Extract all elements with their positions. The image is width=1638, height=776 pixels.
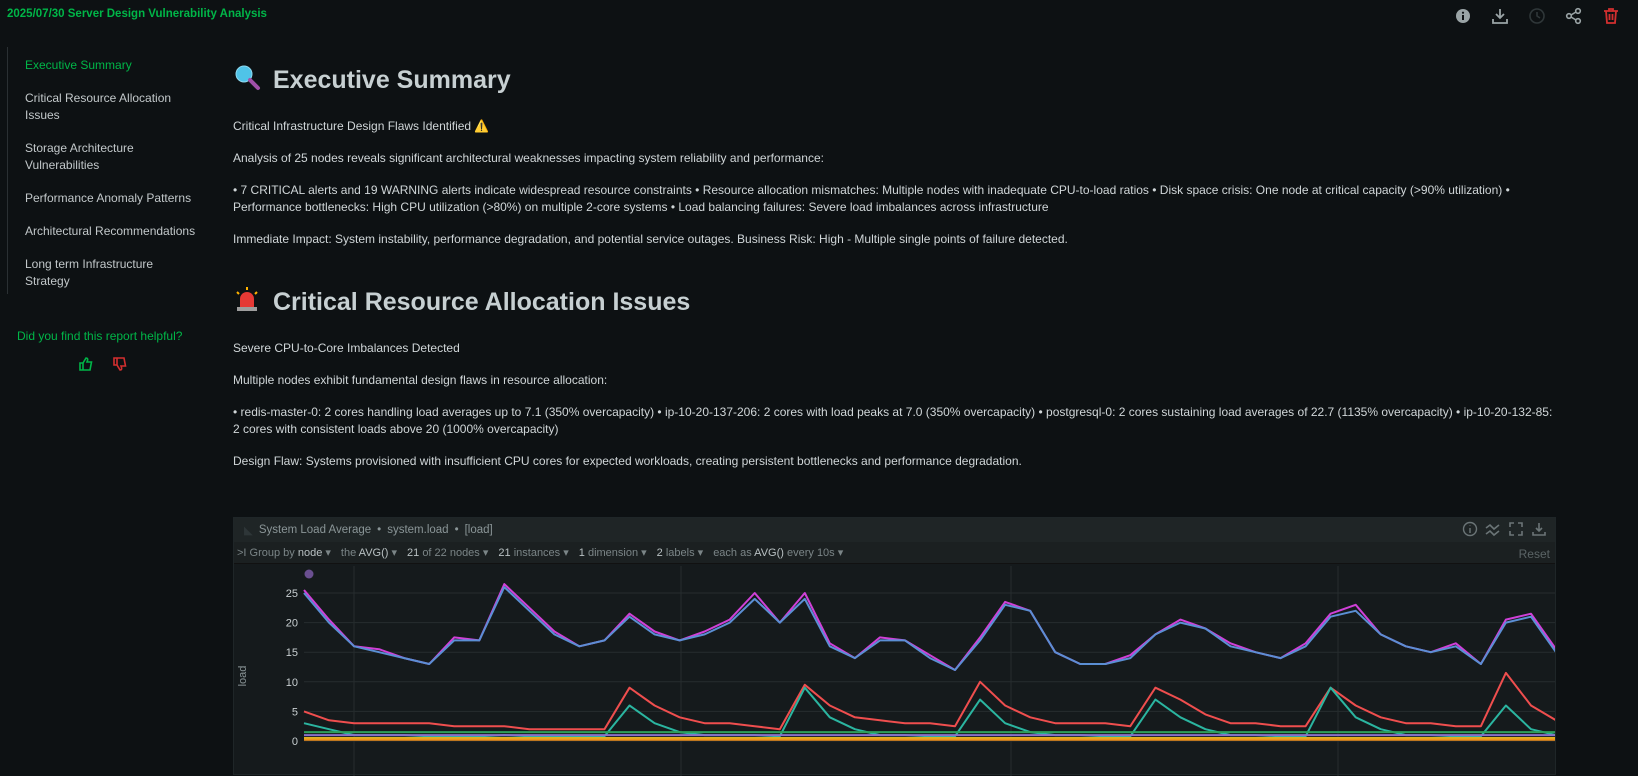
paragraph: • 7 CRITICAL alerts and 19 WARNING alert… (233, 183, 1510, 214)
chart-units: [load] (464, 524, 493, 536)
nav-item-executive-summary[interactable]: Executive Summary (25, 58, 132, 72)
chart-controls: >I Group by node ▾ the AVG() ▾ 21 of 22 … (234, 542, 1555, 564)
time-aggregation-dropdown[interactable]: each as AVG() every 10s ▾ (713, 547, 844, 559)
section-heading: Critical Resource Allocation Issues (233, 282, 1558, 322)
y-tick-label: 15 (286, 647, 298, 659)
y-axis-label: load (237, 666, 249, 687)
paragraph: Multiple nodes exhibit fundamental desig… (233, 373, 608, 387)
aggregation-dropdown[interactable]: the AVG() ▾ (340, 547, 397, 559)
report-title: 2025/07/30 Server Design Vulnerability A… (7, 8, 267, 20)
nav-item-long-term[interactable]: Long term Infrastructure Strategy (25, 257, 154, 288)
instances-dropdown[interactable]: 21 instances ▾ (498, 547, 569, 559)
series-line-1 (303, 586, 1555, 671)
trash-icon[interactable] (1600, 5, 1622, 27)
download-icon[interactable] (1489, 5, 1511, 27)
feedback-prompt: Did you find this report helpful? (17, 329, 183, 343)
chart-title: System Load Average (258, 524, 372, 536)
paragraph: Design Flaw: Systems provisioned with in… (233, 454, 1022, 468)
section-heading: Executive Summary (233, 60, 1558, 100)
chart-correlate-icon[interactable] (1485, 521, 1501, 540)
paragraph: Severe CPU-to-Core Imbalances Detected (233, 341, 460, 355)
nav-item-storage[interactable]: Storage Architecture Vulnerabilities (25, 141, 134, 172)
history-icon[interactable] (1526, 5, 1548, 27)
table-of-contents: Executive Summary Critical Resource Allo… (7, 47, 212, 294)
chart-type-icon: ◣ (244, 525, 253, 537)
chart-header: ◣ System Load Average • system.load • [loa… (234, 518, 1555, 542)
top-bar: 2025/07/30 Server Design Vulnerability A… (0, 0, 1638, 30)
line-chart[interactable]: 0 5 10 15 20 25 load (234, 566, 1555, 776)
thumbs-up-icon[interactable] (78, 356, 94, 375)
dimensions-dropdown[interactable]: 1 dimension ▾ (578, 547, 647, 559)
fullscreen-icon[interactable] (1508, 521, 1524, 540)
group-by-dropdown[interactable]: >I Group by node ▾ (237, 547, 331, 559)
siren-icon (233, 285, 261, 320)
series-line-0 (303, 583, 1555, 671)
paragraph: • redis-master-0: 2 cores handling load … (233, 405, 1553, 436)
magnifier-icon (233, 63, 261, 98)
nodes-dropdown[interactable]: 21 of 22 nodes ▾ (407, 547, 489, 559)
share-icon[interactable] (1563, 5, 1585, 27)
series-line-2 (303, 671, 1555, 731)
y-tick-label: 0 (292, 736, 298, 748)
nav-item-performance[interactable]: Performance Anomaly Patterns (25, 191, 192, 205)
paragraph: Critical Infrastructure Design Flaws Ide… (233, 119, 490, 133)
report-content: Executive Summary Critical Infrastructur… (233, 60, 1558, 470)
chart-widget: ◣ System Load Average • system.load • [loa… (233, 517, 1556, 776)
chart-download-icon[interactable] (1531, 521, 1547, 540)
info-icon[interactable] (1452, 5, 1474, 27)
labels-dropdown[interactable]: 2 labels ▾ (656, 547, 704, 559)
chart-info-icon[interactable] (1462, 521, 1478, 540)
y-tick-label: 10 (286, 677, 298, 689)
nav-item-critical-resource[interactable]: Critical Resource Allocation Issues (25, 91, 172, 122)
paragraph: Analysis of 25 nodes reveals significant… (233, 151, 824, 165)
annotation-marker (304, 569, 314, 579)
chart-context: system.load (387, 524, 449, 536)
reset-button[interactable]: Reset (1518, 547, 1550, 561)
y-tick-label: 20 (286, 618, 298, 630)
nav-item-recommendations[interactable]: Architectural Recommendations (25, 224, 196, 238)
y-tick-label: 5 (292, 706, 298, 718)
y-tick-label: 25 (286, 588, 298, 600)
thumbs-down-icon[interactable] (112, 356, 128, 375)
paragraph: Immediate Impact: System instability, pe… (233, 232, 1068, 246)
